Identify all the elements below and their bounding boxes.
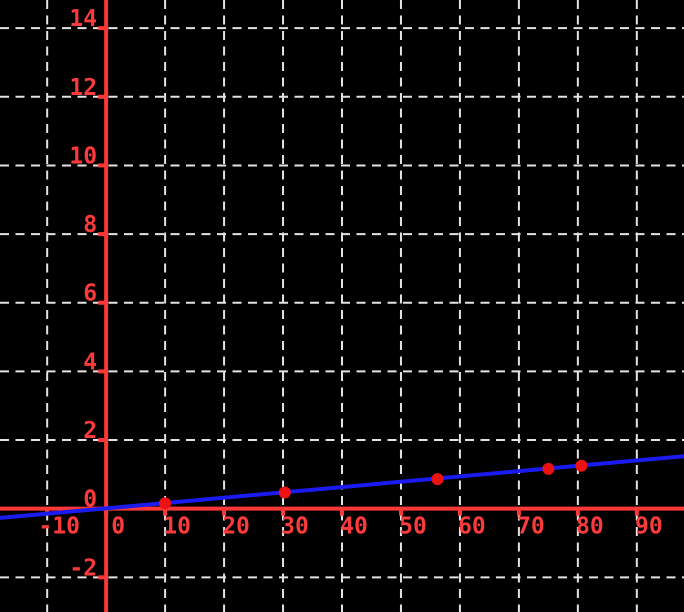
x-tick-label: 40 [340,514,368,540]
y-tick-label: 12 [69,75,97,101]
x-tick-label: 60 [458,514,486,540]
x-tick-label: 30 [281,514,309,540]
y-tick-label: 6 [83,281,97,307]
y-tick-label: -2 [69,555,97,581]
x-tick-label: 50 [399,514,427,540]
data-point [159,497,172,510]
x-tick-label: 70 [517,514,545,540]
x-tick-label: 80 [576,514,604,540]
x-tick-label: 10 [163,514,191,540]
data-point [575,459,588,472]
data-point [278,486,291,499]
y-tick-label: 10 [69,143,97,169]
data-point [431,473,444,486]
y-tick-label: 4 [83,349,97,375]
y-tick-label: 8 [83,212,97,238]
x-tick-label: 0 [111,514,125,540]
y-tick-label: 14 [69,6,97,32]
x-tick-label: 20 [222,514,250,540]
x-tick-label: 90 [635,514,663,540]
data-point [542,462,555,475]
y-tick-label: 2 [83,418,97,444]
fit-line [0,454,684,520]
y-tick-label: 0 [83,487,97,513]
x-tick-label: -10 [38,514,80,540]
